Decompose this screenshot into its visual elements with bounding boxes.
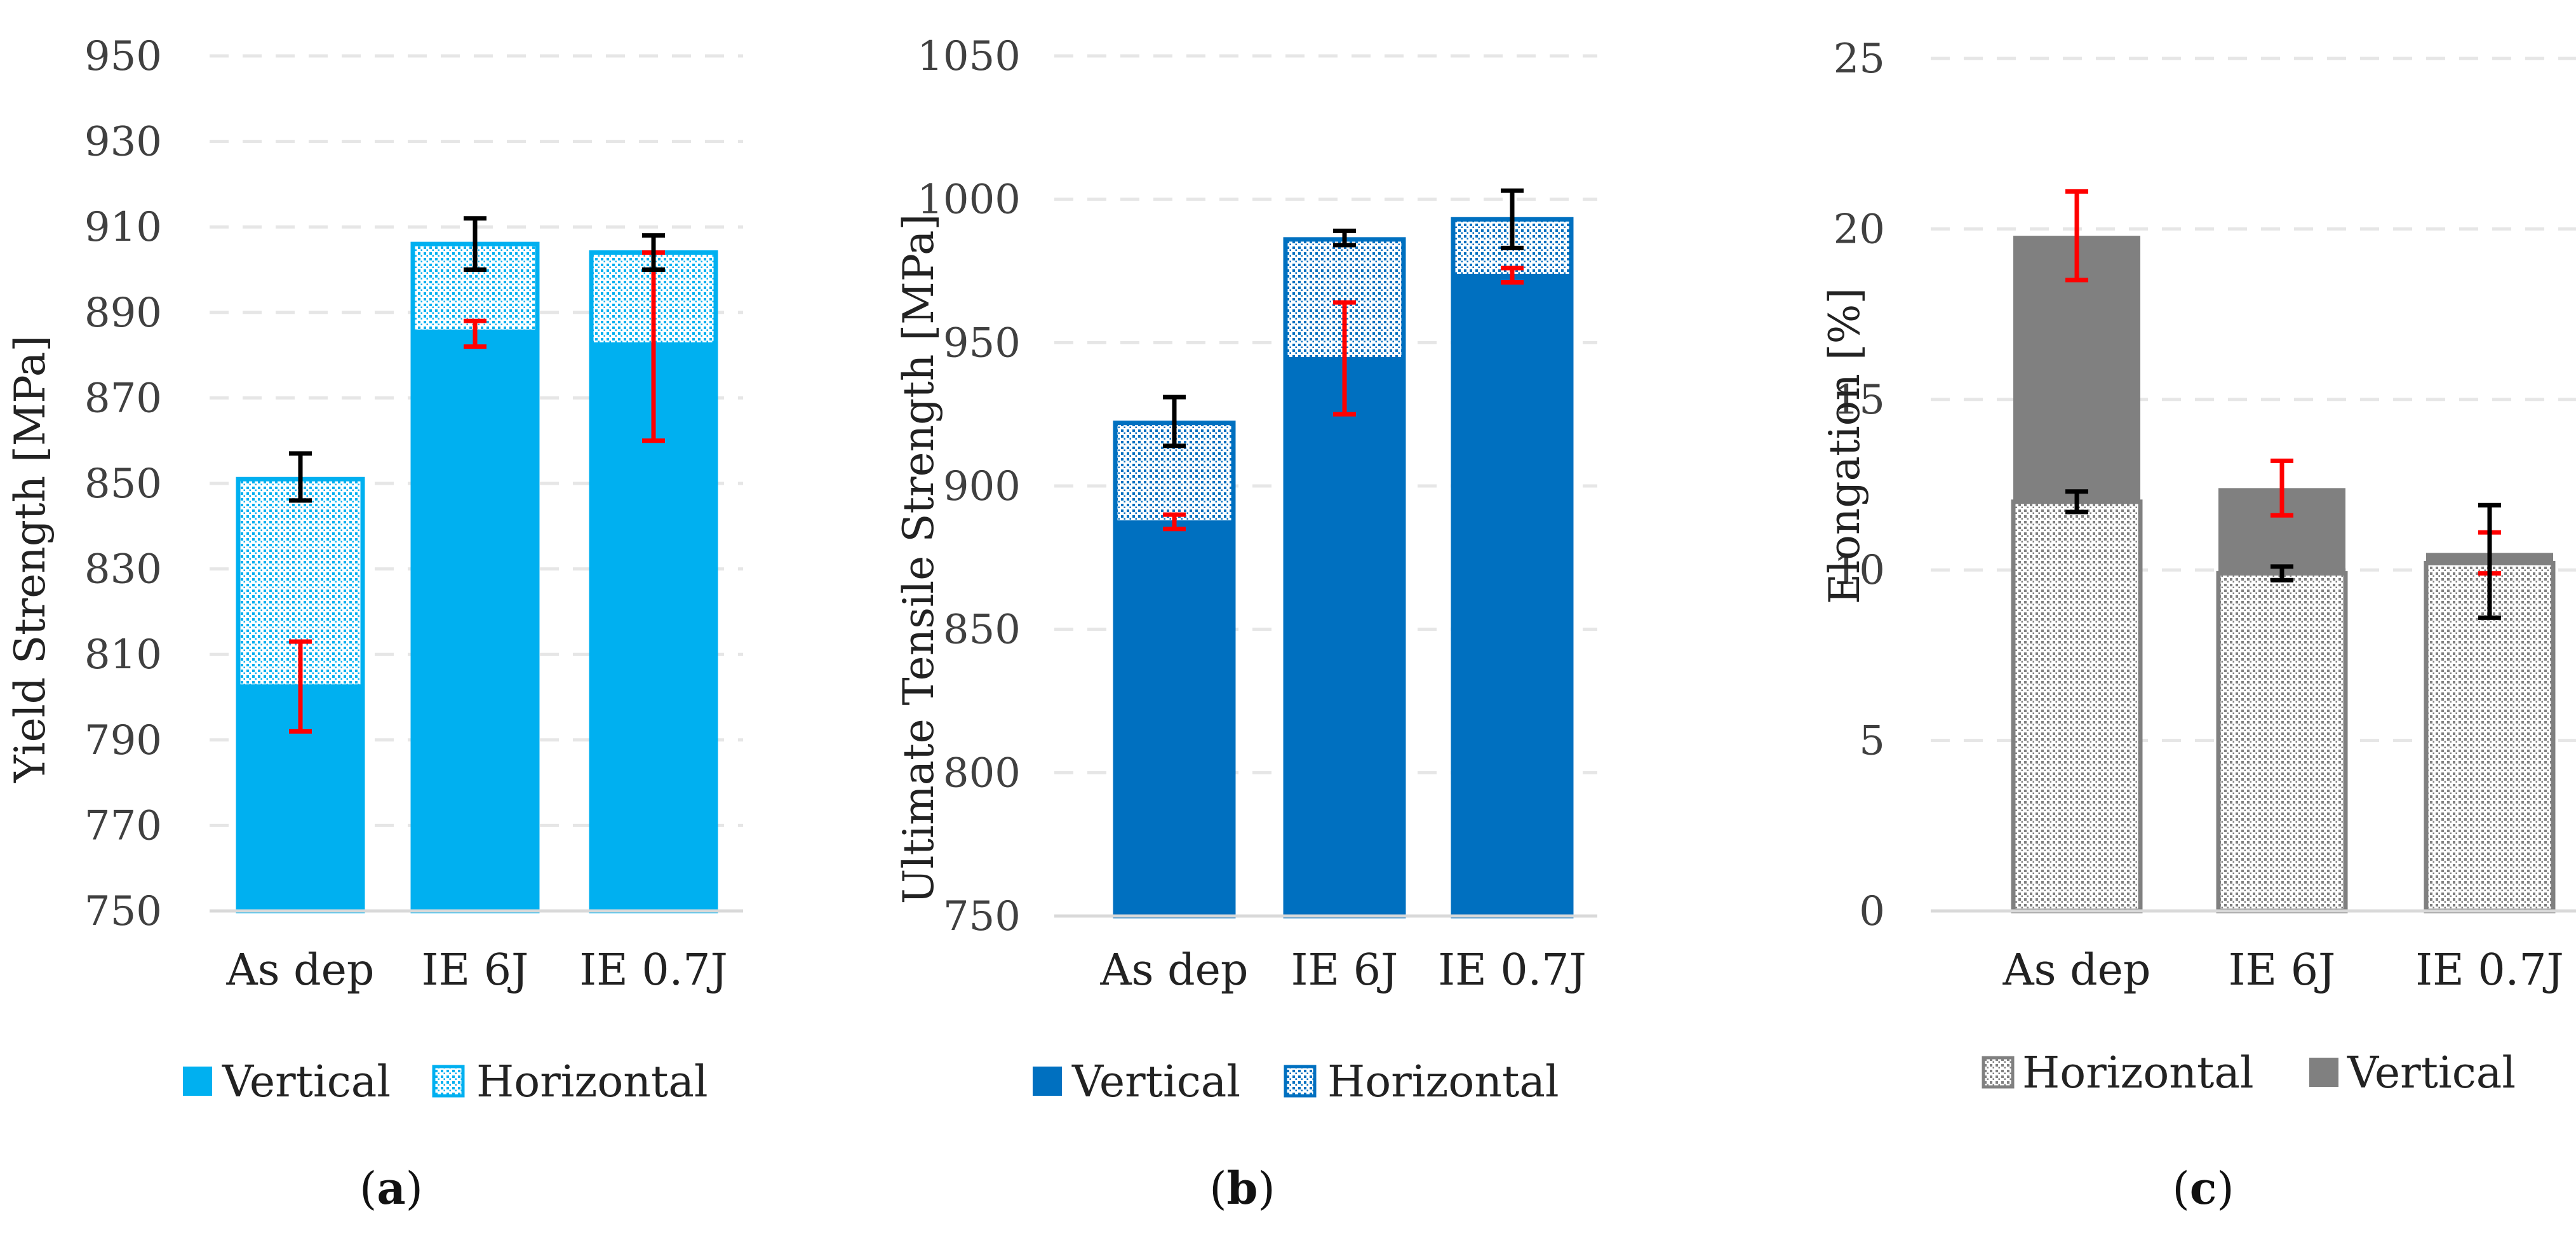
y-tick-label: 770 [84, 802, 162, 849]
error-bar-vertical-1 [2271, 458, 2293, 518]
y-tick-label: 20 [1834, 206, 1885, 253]
x-category-label: As dep [2002, 945, 2151, 995]
bar-horizontal-0 [2011, 499, 2143, 913]
y-axis-label: Ultimate Tensile Strength [MPa] [894, 214, 943, 904]
legend: Horizontal Vertical [1982, 1048, 2516, 1098]
y-tick-label: 830 [84, 546, 162, 593]
bar-vertical-0 [1115, 520, 1233, 916]
legend: Vertical Horizontal [183, 1057, 708, 1107]
y-axis-label: Yield Strength [MPa] [6, 335, 55, 783]
y-tick-label: 25 [1834, 36, 1885, 83]
y-tick-label: 890 [84, 290, 162, 337]
legend-swatch-vertical [183, 1067, 212, 1096]
error-bar-horizontal-1 [2271, 564, 2293, 583]
error-bar-vertical-0 [2065, 189, 2088, 283]
error-bar-horizontal-0 [2065, 489, 2088, 515]
bar-horizontal-2 [2424, 560, 2556, 913]
x-category-label: IE 0.7J [579, 945, 728, 995]
x-category-label: IE 6J [2229, 945, 2336, 995]
x-category-label: IE 6J [422, 945, 529, 995]
legend-swatch-vertical [2309, 1058, 2338, 1087]
y-tick-label: 910 [84, 204, 162, 251]
y-tick-label: 800 [943, 750, 1021, 797]
error-bar-horizontal-0 [289, 451, 312, 503]
y-tick-label: 850 [84, 461, 162, 508]
legend-label-horizontal: Horizontal [476, 1057, 708, 1107]
y-tick-label: 850 [943, 607, 1021, 654]
y-tick-label: 750 [943, 893, 1021, 940]
panel-label: (c) [2172, 1162, 2234, 1215]
y-axis-label: Elongation [%] [1820, 288, 1869, 604]
error-bar-horizontal-1 [464, 216, 486, 272]
legend: Vertical Horizontal [1033, 1057, 1559, 1107]
legend-swatch-horizontal [432, 1065, 465, 1098]
legend-swatch-horizontal [1284, 1065, 1317, 1098]
y-tick-label: 900 [943, 463, 1021, 510]
legend-label-vertical: Vertical [1071, 1057, 1240, 1107]
error-bar-vertical-1 [1333, 300, 1356, 417]
bar-vertical-2 [1453, 274, 1571, 917]
legend-label-horizontal: Horizontal [1327, 1057, 1559, 1107]
chart-panel-c: 0 5 10 15 20 25 Elongation [%] As dep IE 6J IE 0.… [1820, 36, 2576, 1215]
y-tick-label: 930 [84, 119, 162, 166]
x-category-label: IE 6J [1291, 945, 1399, 995]
chart-panel-a: 750 770 790 810 830 850 870 890 910 930 950 Yield S… [6, 33, 743, 1215]
y-tick-label: 950 [84, 33, 162, 80]
legend-label-vertical: Vertical [222, 1057, 391, 1107]
y-tick-label: 10 [1834, 547, 1885, 594]
x-category-label: IE 0.7J [2415, 945, 2564, 995]
bar-vertical-1 [413, 329, 537, 911]
y-tick-label: 950 [943, 320, 1021, 367]
error-bar-vertical-2 [1501, 266, 1524, 285]
y-tick-label: 5 [1859, 718, 1885, 765]
error-bar-horizontal-2 [642, 233, 665, 272]
error-bar-vertical-0 [289, 639, 312, 734]
chart-panel-b: 750 800 850 900 950 1000 1050 Ultimate Tensile … [894, 33, 1597, 1215]
x-category-label: As dep [1100, 945, 1249, 995]
y-tick-label: 790 [84, 717, 162, 764]
error-bar-horizontal-0 [1163, 394, 1186, 448]
y-tick-label: 870 [84, 375, 162, 422]
error-bar-vertical-0 [1163, 512, 1186, 532]
legend-label-vertical: Vertical [2347, 1048, 2516, 1098]
y-tick-label: 750 [84, 888, 162, 935]
bar-horizontal-1 [2216, 571, 2348, 913]
y-tick-label: 1050 [917, 33, 1021, 80]
y-tick-label: 0 [1859, 888, 1885, 935]
x-category-label: IE 0.7J [1438, 945, 1587, 995]
legend-label-horizontal: Horizontal [2022, 1048, 2254, 1098]
y-tick-label: 810 [84, 631, 162, 678]
legend-swatch-horizontal [1982, 1056, 2015, 1089]
x-category-label: As dep [226, 945, 375, 995]
error-bar-horizontal-2 [1501, 188, 1524, 250]
bar-vertical-1 [1285, 356, 1404, 916]
error-bar-vertical-1 [464, 318, 486, 349]
legend-swatch-vertical [1033, 1067, 1062, 1096]
panel-label: (b) [1209, 1162, 1275, 1215]
panel-label: (a) [359, 1162, 423, 1215]
error-bar-horizontal-1 [1333, 228, 1356, 248]
y-tick-label: 1000 [917, 177, 1021, 224]
error-bar-horizontal-2 [2478, 502, 2501, 620]
y-tick-label: 15 [1834, 377, 1885, 424]
